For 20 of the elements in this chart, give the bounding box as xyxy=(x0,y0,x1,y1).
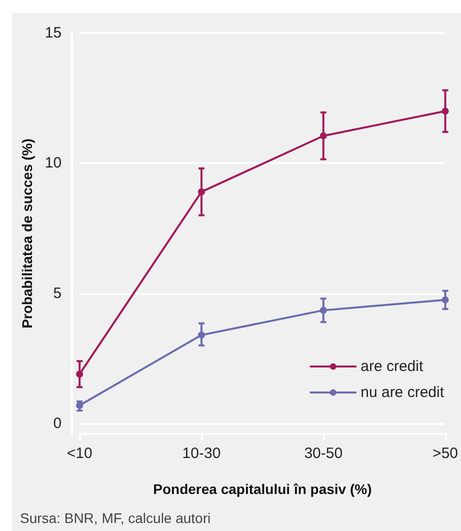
x-tick-label: 30-50 xyxy=(304,445,343,462)
x-tick-label: >50 xyxy=(432,445,458,462)
point xyxy=(76,370,84,378)
point xyxy=(320,132,327,140)
point xyxy=(198,332,205,339)
y-tick-label: 15 xyxy=(44,24,62,42)
point xyxy=(442,108,449,115)
x-tick-label: 10-30 xyxy=(182,445,221,462)
x-axis-title: Ponderea capitalului în pasiv (%) xyxy=(153,481,372,497)
y-tick-label: 5 xyxy=(53,284,62,302)
point xyxy=(320,306,327,314)
legend-label: are credit xyxy=(360,358,424,375)
y-tick-label: 10 xyxy=(44,154,62,172)
y-tick-label: 0 xyxy=(53,415,62,432)
text: Sursa: BNR, MF, calcule autori xyxy=(20,510,211,526)
legend-label: nu are credit xyxy=(360,384,445,401)
point xyxy=(442,296,449,304)
y-axis-title: Probabilitatea de succes (%) xyxy=(19,138,35,328)
x-tick-label: <10 xyxy=(66,445,92,462)
point xyxy=(198,188,205,196)
